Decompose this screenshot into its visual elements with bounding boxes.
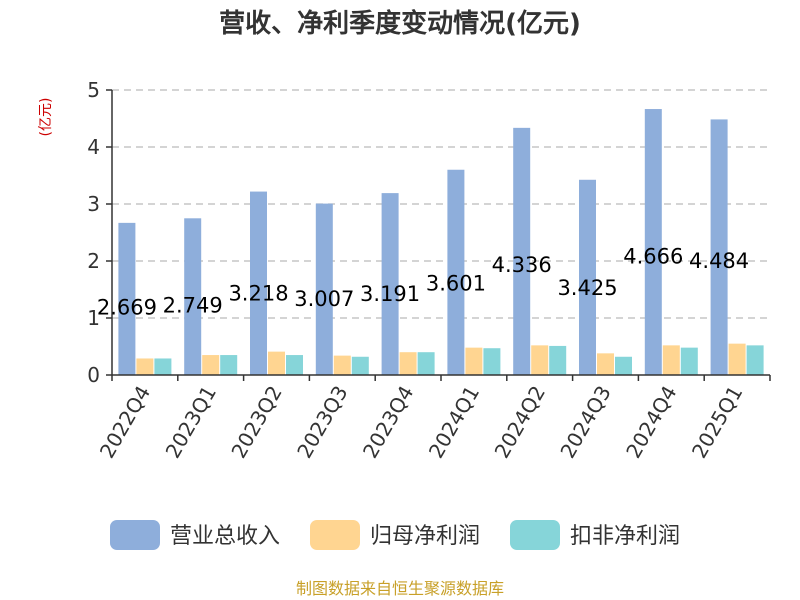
y-tick-labels: 0 1 2 3 4 5 (87, 78, 100, 387)
x-tick-label: 2024Q1 (424, 382, 484, 463)
x-tick-label: 2024Q4 (621, 382, 681, 463)
data-label: 4.666 (623, 244, 683, 268)
data-label: 3.425 (557, 276, 617, 300)
bar[interactable] (268, 351, 285, 375)
bar[interactable] (531, 345, 549, 375)
y-tick-label: 5 (87, 78, 100, 102)
bar[interactable] (579, 179, 596, 375)
y-tick-label: 1 (87, 306, 100, 330)
bar[interactable] (351, 356, 369, 375)
bar[interactable] (746, 345, 764, 375)
y-axis-unit: (亿元) (38, 98, 54, 137)
bar[interactable] (286, 355, 303, 375)
data-label: 3.601 (426, 272, 486, 296)
bar[interactable] (184, 218, 202, 375)
bar[interactable] (399, 352, 417, 375)
legend-label[interactable]: 营业总收入 (170, 524, 280, 549)
bar[interactable] (118, 222, 136, 375)
legend[interactable]: 营业总收入 归母净利润 扣非净利润 (110, 520, 680, 550)
legend-swatch[interactable] (110, 520, 160, 550)
legend-label[interactable]: 归母净利润 (370, 524, 480, 549)
axes (106, 89, 771, 381)
bar[interactable] (710, 119, 728, 375)
x-tick-label: 2024Q2 (490, 382, 550, 463)
bar[interactable] (644, 109, 662, 376)
bar[interactable] (250, 191, 267, 375)
legend-label[interactable]: 扣非净利润 (570, 524, 680, 549)
data-label: 2.749 (163, 293, 223, 317)
bar[interactable] (483, 348, 501, 375)
bar[interactable] (136, 358, 154, 375)
x-tick-labels: 2022Q4 2023Q1 2023Q2 2023Q3 2023Q4 2024Q1 2024… (95, 382, 748, 463)
bar[interactable] (615, 356, 632, 375)
bar[interactable] (465, 347, 483, 375)
x-tick-label: 2023Q2 (226, 382, 286, 463)
y-tick-label: 0 (87, 363, 100, 387)
bar[interactable] (549, 345, 567, 375)
bar[interactable] (154, 358, 172, 375)
x-tick-label: 2023Q1 (161, 382, 221, 463)
bar[interactable] (597, 353, 614, 375)
x-tick-label: 2023Q3 (292, 382, 352, 463)
grid-lines (112, 89, 770, 319)
bar[interactable] (447, 169, 465, 375)
legend-swatch[interactable] (310, 520, 360, 550)
y-tick-label: 3 (87, 192, 100, 216)
x-tick-label: 2025Q1 (687, 382, 747, 463)
source-note: 制图数据来自恒生聚源数据库 (296, 579, 504, 598)
legend-swatch[interactable] (510, 520, 560, 550)
bar[interactable] (333, 355, 351, 375)
chart-title: 营收、净利季度变动情况(亿元) (219, 8, 581, 39)
bar[interactable] (513, 127, 531, 376)
bar[interactable] (680, 347, 698, 375)
x-tick-label: 2024Q3 (555, 382, 615, 463)
bar[interactable] (202, 355, 220, 375)
data-label: 3.191 (360, 282, 420, 306)
y-tick-label: 4 (87, 135, 100, 159)
data-label: 3.007 (294, 287, 354, 311)
bar[interactable] (728, 343, 746, 375)
y-tick-label: 2 (87, 249, 100, 273)
x-tick-label: 2023Q4 (358, 382, 418, 463)
x-tick-label: 2022Q4 (95, 382, 155, 463)
bar[interactable] (381, 193, 399, 375)
data-label: 2.669 (97, 296, 157, 320)
data-label: 3.218 (228, 281, 288, 305)
bar[interactable] (220, 355, 238, 375)
data-label: 4.484 (689, 249, 749, 273)
bar[interactable] (315, 203, 333, 375)
bar[interactable] (417, 352, 435, 375)
bars (118, 109, 764, 376)
data-label: 4.336 (492, 253, 552, 277)
bar[interactable] (662, 345, 680, 375)
